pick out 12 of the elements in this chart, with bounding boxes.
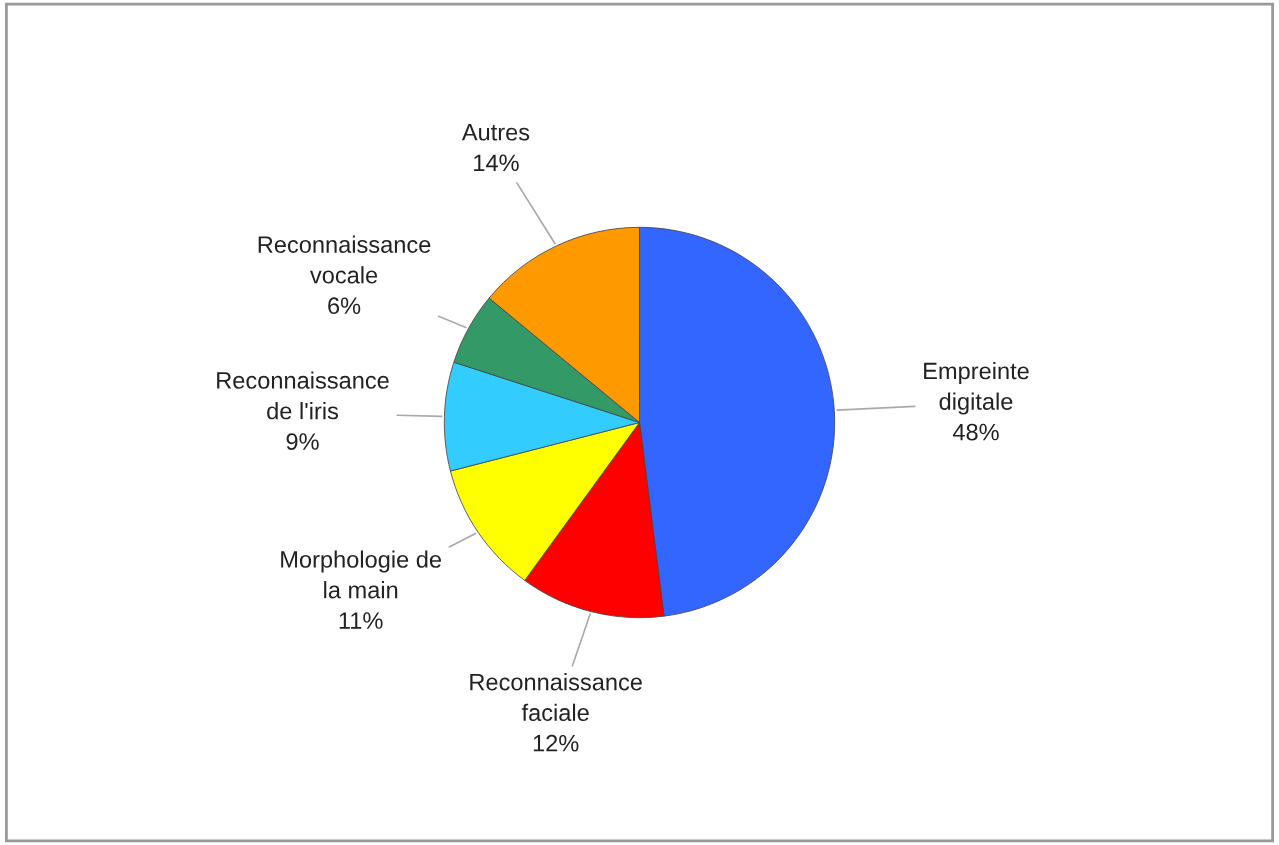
- slice-label: Reconnaissance vocale: [258, 235, 431, 284]
- slice-label: Morphologie de la main: [281, 550, 441, 599]
- data-label: 6%: [328, 297, 361, 315]
- slice-label: Reconnaissance de l'iris: [217, 371, 389, 420]
- slice-label: Autres: [461, 124, 530, 141]
- data-label: 11%: [339, 612, 383, 629]
- data-label: 9%: [286, 433, 319, 450]
- slice-label: Empreinte digitale: [924, 361, 1029, 415]
- data-label: 48%: [952, 423, 999, 441]
- data-label: 12%: [533, 734, 579, 752]
- slice-label: Reconnaissance faciale: [470, 673, 642, 722]
- data-label: 14%: [474, 154, 519, 172]
